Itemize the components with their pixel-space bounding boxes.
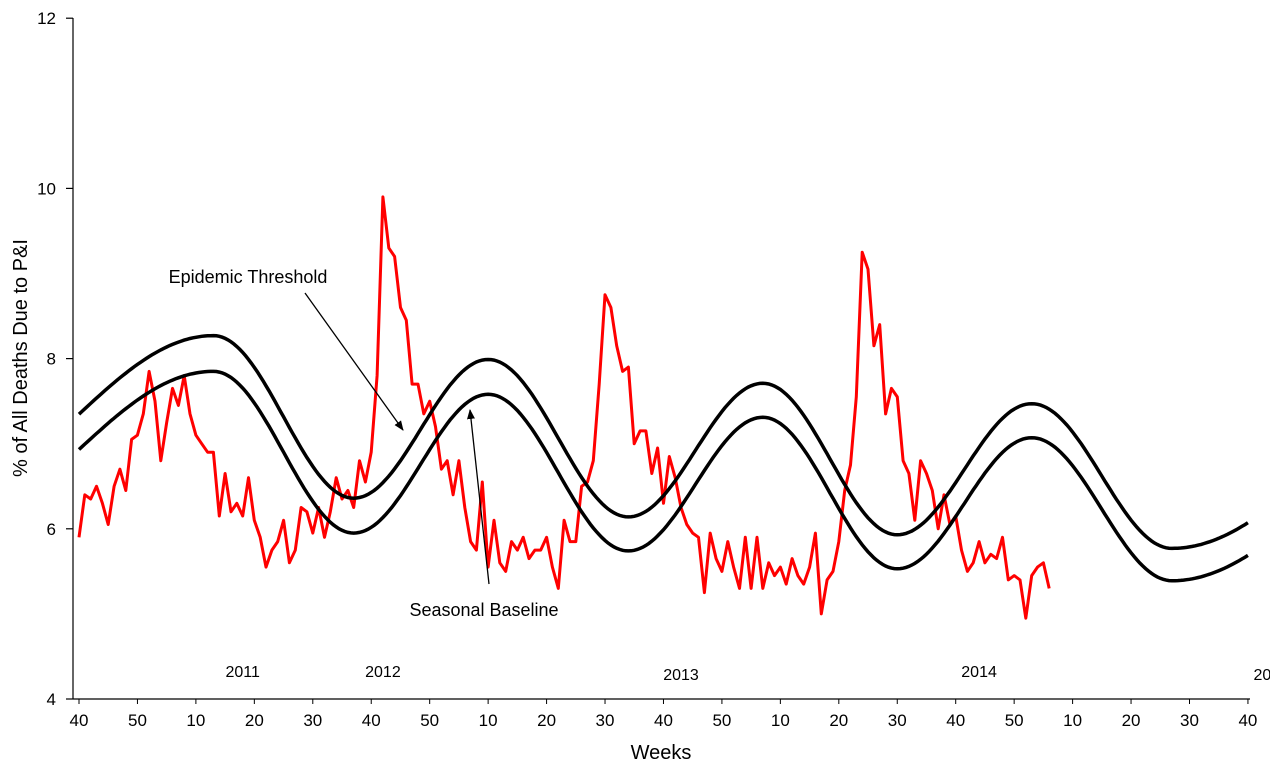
- y-axis: 4 6 8 10 12: [37, 9, 74, 709]
- observed-series-line: [77, 195, 1051, 620]
- x-tick-label: 30: [596, 711, 615, 730]
- x-ticks: 40 50 10 20 30 40 50 10 20 30 40 50 10 20 30 40 50 10 20 30…: [70, 699, 1257, 730]
- y-tick-label: 4: [47, 690, 56, 709]
- x-tick-label: 40: [70, 711, 89, 730]
- x-tick-label: 50: [128, 711, 147, 730]
- x-tick-label: 50: [712, 711, 731, 730]
- epidemic-threshold-arrow: [304, 292, 404, 431]
- y-tick-label: 12: [37, 9, 56, 28]
- x-tick-label: 10: [1063, 711, 1082, 730]
- x-tick-label: 20: [1122, 711, 1141, 730]
- x-tick-label: 40: [654, 711, 673, 730]
- series-group: [77, 195, 1249, 620]
- y-axis-title: % of All Deaths Due to P&I: [10, 239, 32, 477]
- annotations: Epidemic Threshold Seasonal Baseline: [169, 267, 559, 620]
- x-tick-label: 40: [1238, 711, 1257, 730]
- seasonal-baseline-label: Seasonal Baseline: [409, 600, 558, 620]
- epidemic_threshold-line: [77, 333, 1249, 551]
- x-tick-label: 20: [829, 711, 848, 730]
- x-tick-label: 20: [537, 711, 556, 730]
- year-labels: 2011 2012 2013 2014 2015: [225, 664, 1270, 684]
- y-ticks: 4 6 8 10 12: [37, 9, 73, 709]
- seasonal-baseline-arrow: [467, 409, 490, 585]
- year-label-2015: 2015: [1254, 667, 1270, 684]
- x-tick-label: 50: [420, 711, 439, 730]
- year-label-2012: 2012: [365, 664, 401, 681]
- x-tick-label: 10: [186, 711, 205, 730]
- x-tick-label: 40: [946, 711, 965, 730]
- year-label-2011: 2011: [225, 664, 260, 681]
- x-tick-label: 10: [771, 711, 790, 730]
- year-label-2013: 2013: [663, 667, 699, 684]
- epidemic-threshold-label: Epidemic Threshold: [169, 267, 328, 287]
- y-tick-label: 8: [47, 350, 56, 369]
- year-label-2014: 2014: [961, 664, 997, 681]
- x-tick-label: 20: [245, 711, 264, 730]
- x-tick-label: 40: [362, 711, 381, 730]
- seasonal_baseline-line: [77, 369, 1249, 583]
- x-tick-label: 30: [303, 711, 322, 730]
- x-axis: 40 50 10 20 30 40 50 10 20 30 40 50 10 20 30 40 50 10 20 30…: [70, 698, 1257, 730]
- x-tick-label: 30: [888, 711, 907, 730]
- x-tick-label: 30: [1180, 711, 1199, 730]
- y-tick-label: 6: [47, 520, 56, 539]
- y-tick-label: 10: [37, 179, 56, 198]
- x-tick-label: 50: [1005, 711, 1024, 730]
- x-tick-label: 10: [479, 711, 498, 730]
- x-axis-title: Weeks: [631, 742, 692, 764]
